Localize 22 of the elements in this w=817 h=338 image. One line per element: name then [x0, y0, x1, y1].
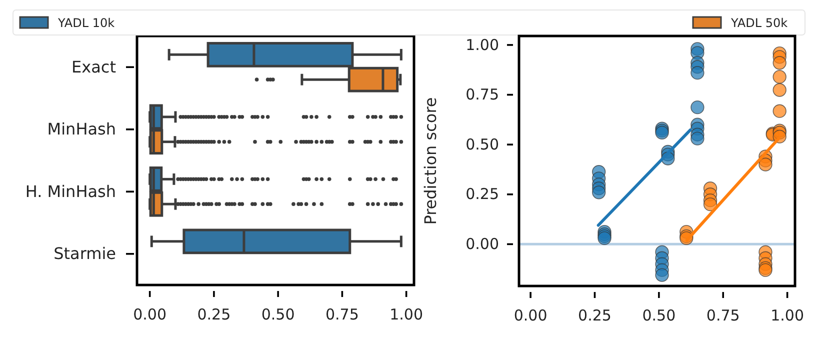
y-tick-label: Exact	[72, 57, 116, 76]
y-tick-label: 1.00	[466, 36, 499, 54]
y-tick-label: Starmie	[54, 244, 116, 263]
x-tick-label: 1.00	[770, 306, 804, 325]
y-tick-label: 0.50	[466, 135, 499, 154]
x-tick-label: 0.75	[325, 306, 359, 324]
x-tick-label: 0.50	[261, 306, 295, 324]
y-tick-label: 0.00	[466, 234, 499, 253]
x-tick-label: 1.00	[390, 306, 424, 324]
x-tick-label: 0.25	[578, 306, 612, 325]
x-tick-label: 0.00	[514, 306, 548, 325]
y-tick-label: H. MinHash	[25, 182, 116, 201]
y-axis-title: Prediction score	[421, 97, 440, 225]
x-tick-label: 0.25	[197, 306, 231, 324]
y-tick-label: 0.75	[466, 86, 499, 104]
y-tick-label: 0.25	[466, 185, 499, 204]
legend-label: YADL 10k	[57, 16, 115, 30]
x-tick-label: 0.50	[642, 306, 676, 325]
x-tick-label: 0.00	[133, 306, 167, 324]
y-tick-label: MinHash	[47, 119, 116, 138]
x-tick-label: 0.75	[706, 306, 740, 325]
legend-label: YADL 50k	[730, 16, 788, 30]
